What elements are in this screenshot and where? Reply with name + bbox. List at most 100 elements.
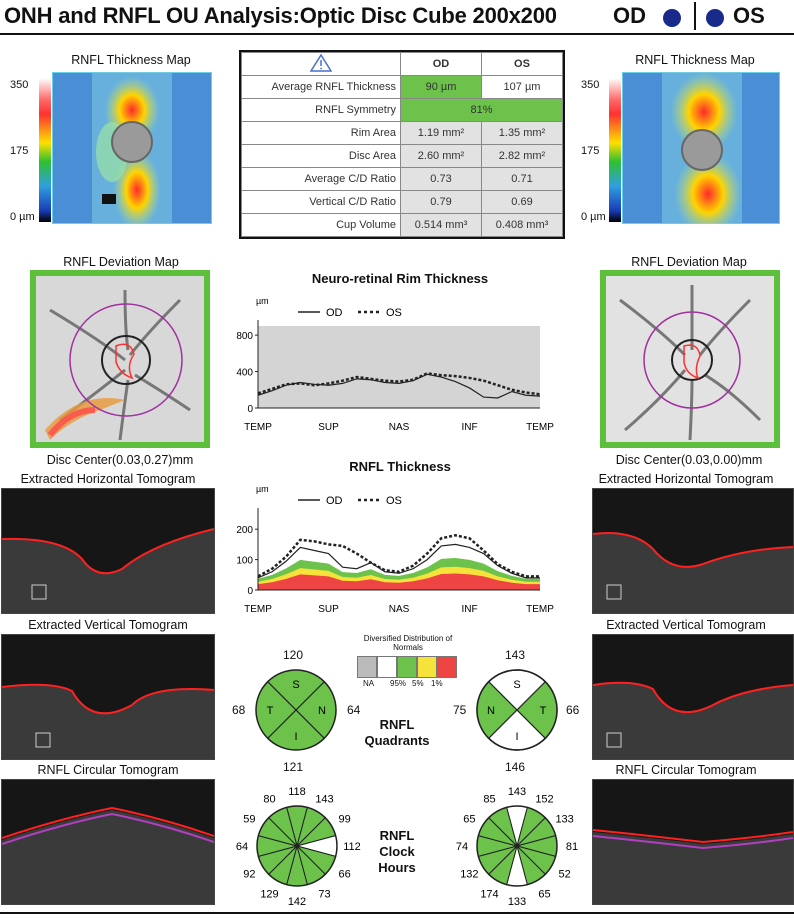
clock-value: 85 <box>483 793 495 805</box>
legend-swatch-green <box>397 656 417 678</box>
clock-value: 52 <box>559 869 571 881</box>
y-axis-unit: µm <box>256 484 269 494</box>
clock-hours-od: 118 143 99 112 66 73 142 129 92 64 59 80 <box>236 786 361 908</box>
y-tick-label: 0 <box>247 586 253 597</box>
legend-label-os: OS <box>386 307 402 319</box>
clock-value: 142 <box>288 896 306 908</box>
series-line-os <box>257 534 540 578</box>
od-eye-icon <box>663 9 681 27</box>
clock-value: 81 <box>566 841 578 853</box>
y-tick-label: 200 <box>236 525 253 536</box>
x-tick-label: INF <box>461 422 477 433</box>
disc-center-od: Disc Center(0.03,0.27)mm <box>46 453 194 467</box>
svg-text:S: S <box>513 679 520 691</box>
series-line-os <box>257 372 541 396</box>
rim-chart-title: Neuro-retinal Rim Thickness <box>311 271 489 286</box>
legend-title: Diversified Distribution of Normals <box>363 634 453 652</box>
disc-center-os: Disc Center(0.03,0.00)mm <box>615 453 763 467</box>
clock-value: 99 <box>339 814 351 826</box>
os-eye-icon <box>706 9 724 27</box>
clock-value: 65 <box>463 814 475 826</box>
circular-tomogram-title-od: RNFL Circular Tomogram <box>37 763 179 777</box>
table-row: RNFL Symmetry 81% <box>241 98 563 122</box>
clock-value: 66 <box>339 869 351 881</box>
vertical-tomogram-od <box>1 634 215 760</box>
scale-bottom-os: 0 µm <box>581 211 606 223</box>
header-rule <box>0 33 794 35</box>
os-label: OS <box>733 3 765 28</box>
svg-text:N: N <box>487 705 495 717</box>
horizontal-tomogram-od <box>1 488 215 614</box>
horizontal-tomogram-title-od: Extracted Horizontal Tomogram <box>20 472 196 486</box>
normals-legend <box>357 656 457 678</box>
legend-swatch-white <box>377 656 397 678</box>
clock-value: 65 <box>538 889 550 901</box>
clock-value: 133 <box>508 896 526 908</box>
clock-value: 152 <box>535 793 553 805</box>
quadrant-diagram-os: S N I T <box>476 669 558 751</box>
table-row: Disc Area 2.60 mm² 2.82 mm² <box>241 144 563 168</box>
quad-od-top: 120 <box>283 648 304 662</box>
legend-label-95: 95% <box>390 679 407 688</box>
scale-mid-os: 175 <box>581 145 600 157</box>
series-line-od <box>257 373 541 399</box>
x-tick-label: SUP <box>318 422 339 433</box>
quad-os-right: 66 <box>566 703 580 717</box>
parameter-table: OD OS Average RNFL Thickness 90 µm 107 µ… <box>239 50 565 239</box>
circular-tomogram-os <box>592 779 794 905</box>
clock-outline <box>256 805 338 887</box>
legend-label-1: 1% <box>431 679 443 688</box>
legend-label-5: 5% <box>412 679 424 688</box>
table-row: Average RNFL Thickness 90 µm 107 µm <box>241 75 563 99</box>
thickness-map-title-os: RNFL Thickness Map <box>635 53 755 67</box>
y-axis-unit: µm <box>256 296 269 306</box>
svg-text:N: N <box>318 705 326 717</box>
y-tick-label: 100 <box>236 556 253 567</box>
clock-value: 64 <box>236 841 248 853</box>
clock-value: 73 <box>318 889 330 901</box>
table-row: Rim Area 1.19 mm² 1.35 mm² <box>241 121 563 145</box>
quad-os-bottom: 146 <box>505 760 526 774</box>
x-tick-label: NAS <box>389 422 410 433</box>
rnfl-chart-title: RNFL Thickness <box>349 459 451 474</box>
legend-label-od: OD <box>326 495 343 507</box>
quadrant-diagram-od: S N I T <box>255 669 337 751</box>
vertical-tomogram-title-od: Extracted Vertical Tomogram <box>28 618 188 632</box>
table-row: Cup Volume 0.514 mm³ 0.408 mm³ <box>241 213 563 237</box>
table-row: Average C/D Ratio 0.73 0.71 <box>241 167 563 191</box>
x-tick-label: TEMP <box>526 422 554 433</box>
series-line-od <box>257 543 540 579</box>
vertical-tomogram-title-os: Extracted Vertical Tomogram <box>606 618 766 632</box>
quadrants-label: RNFL Quadrants <box>364 717 430 748</box>
normal-band-red <box>258 573 540 590</box>
horizontal-tomogram-title-os: Extracted Horizontal Tomogram <box>598 472 774 486</box>
quad-os-top: 143 <box>505 648 526 662</box>
horizontal-tomogram-os <box>592 488 794 614</box>
table-row: Vertical C/D Ratio 0.79 0.69 <box>241 190 563 214</box>
circular-tomogram-od <box>1 779 215 905</box>
clock-value: 80 <box>263 793 275 805</box>
svg-text:I: I <box>294 731 297 743</box>
deviation-map-od <box>30 270 210 448</box>
legend-swatch-red <box>437 656 457 678</box>
legend-label-na: NA <box>363 679 375 688</box>
clock-value: 143 <box>315 793 333 805</box>
page-title: ONH and RNFL OU Analysis:Optic Disc Cube… <box>4 3 557 28</box>
thickness-map-os <box>622 72 780 224</box>
y-tick-label: 800 <box>236 331 253 342</box>
clock-center <box>294 843 300 849</box>
legend-swatch-yellow <box>417 656 437 678</box>
svg-text:T: T <box>267 705 274 717</box>
rim-thickness-chart: 0 400 800 µm TEMP SUP NAS INF TEMP OD OS <box>236 296 554 433</box>
vertical-tomogram-os <box>592 634 794 760</box>
quad-od-right: 64 <box>347 703 361 717</box>
legend-swatch-na <box>357 656 377 678</box>
scale-top-os: 350 <box>581 79 600 91</box>
deviation-map-title-od: RNFL Deviation Map <box>63 255 179 269</box>
svg-text:I: I <box>515 731 518 743</box>
quad-od-left: 68 <box>232 703 246 717</box>
clock-value: 143 <box>508 786 526 798</box>
x-tick-label: TEMP <box>244 604 272 615</box>
y-tick-label: 0 <box>247 404 253 415</box>
